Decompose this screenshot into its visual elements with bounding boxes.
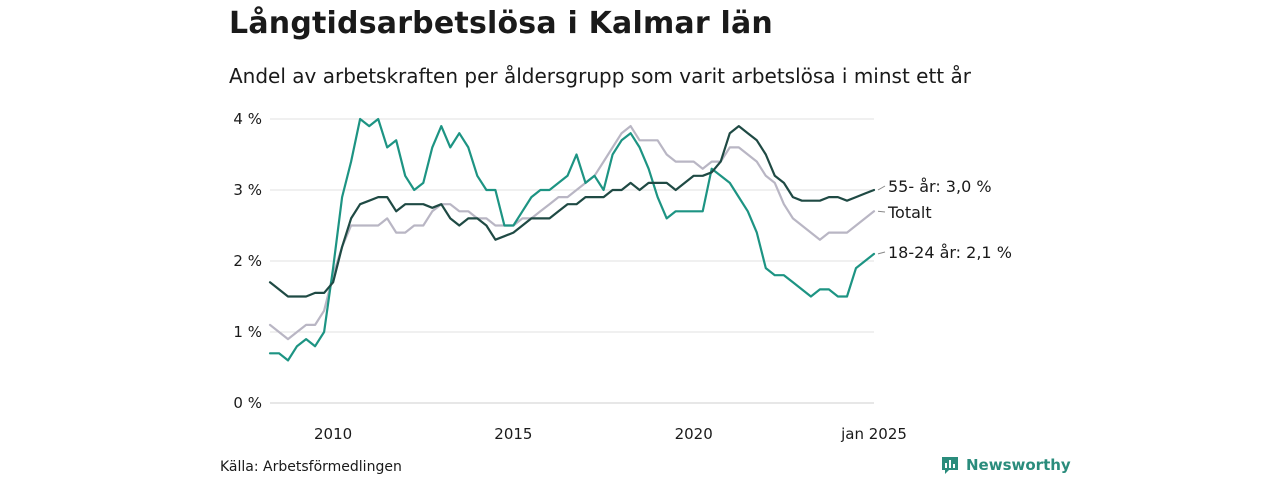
end-label-connector [877, 185, 886, 191]
y-tick-label: 1 % [233, 323, 262, 341]
brand-logo[interactable]: Newsworthy [940, 455, 1071, 475]
series-line-1 [268, 117, 876, 362]
end-label-connector [877, 210, 886, 213]
chart-title: Långtidsarbetslösa i Kalmar län [229, 6, 773, 41]
series-line-2 [268, 125, 876, 298]
series-end-label: 18-24 år: 2,1 % [888, 243, 1012, 262]
x-tick-label: 2015 [494, 425, 532, 443]
series-end-label: 55- år: 3,0 % [888, 177, 992, 196]
y-tick-label: 0 % [233, 394, 262, 412]
x-tick-label: 2020 [675, 425, 713, 443]
series-line-0 [268, 125, 876, 341]
series-lines [268, 117, 876, 362]
chart-subtitle: Andel av arbetskraften per åldersgrupp s… [229, 64, 971, 88]
y-tick-label: 3 % [233, 181, 262, 199]
series-end-labels: Totalt 18-24 år: 2,1 % 55- år: 3,0 % [877, 177, 1012, 262]
series-end-label: Totalt [887, 203, 932, 222]
y-tick-label: 4 % [233, 110, 262, 128]
source-note: Källa: Arbetsförmedlingen [220, 459, 402, 475]
x-tick-label: 2010 [314, 425, 352, 443]
y-axis-labels: 0 % 1 % 2 % 3 % 4 % [233, 110, 262, 412]
brand-name: Newsworthy [966, 456, 1071, 474]
newsworthy-logo-icon [942, 457, 958, 474]
x-tick-label: jan 2025 [840, 425, 907, 443]
grid-lines [270, 118, 874, 404]
end-label-connector [877, 251, 886, 255]
y-tick-label: 2 % [233, 252, 262, 270]
x-axis-labels: 2010 2015 2020 jan 2025 [314, 425, 907, 443]
